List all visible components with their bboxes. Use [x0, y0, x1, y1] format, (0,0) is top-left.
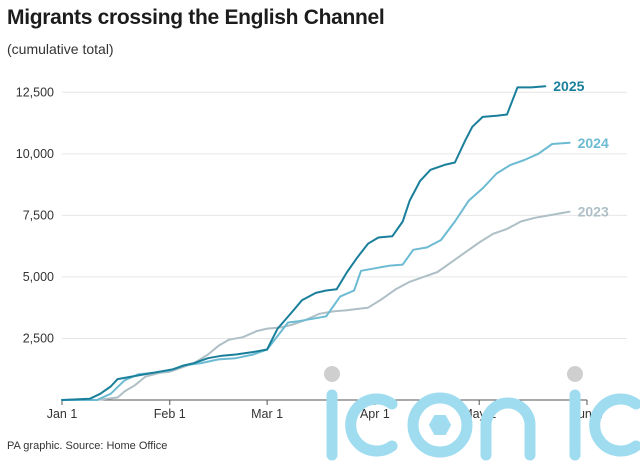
- x-tick-label: May 1: [462, 407, 496, 421]
- x-tick-label: Apr 1: [360, 407, 390, 421]
- source-note: PA graphic. Source: Home Office: [7, 440, 168, 452]
- series-label-2024: 2024: [578, 135, 609, 151]
- series-lines: [61, 85, 571, 401]
- x-tick-label: Mar 1: [251, 407, 283, 421]
- chart-title: Migrants crossing the English Channel: [7, 6, 385, 29]
- series-label-2023: 2023: [578, 204, 609, 220]
- y-tick-label: 12,500: [16, 85, 54, 99]
- series-line-2024: [61, 141, 571, 401]
- series-line-2023: [61, 210, 571, 401]
- y-tick-label: 10,000: [16, 147, 54, 161]
- y-tick-label: 7,500: [23, 208, 54, 222]
- series-line-2025: [61, 85, 547, 401]
- y-tick-label: 2,500: [23, 331, 54, 345]
- x-tick-label: Jan 1: [47, 407, 78, 421]
- y-tick-label: 5,000: [23, 270, 54, 284]
- series-label-2025: 2025: [553, 78, 584, 94]
- x-tick-label: Feb 1: [154, 407, 186, 421]
- chart-subtitle: (cumulative total): [7, 41, 114, 57]
- gridlines: [62, 91, 627, 339]
- series-labels: 2023 2024 2025: [553, 78, 609, 220]
- x-tick-label: Jun 1: [572, 407, 603, 421]
- axes: 2,500 5,000 7,500 10,000 12,500 Jan 1 Feb 1 Mar…: [16, 85, 603, 421]
